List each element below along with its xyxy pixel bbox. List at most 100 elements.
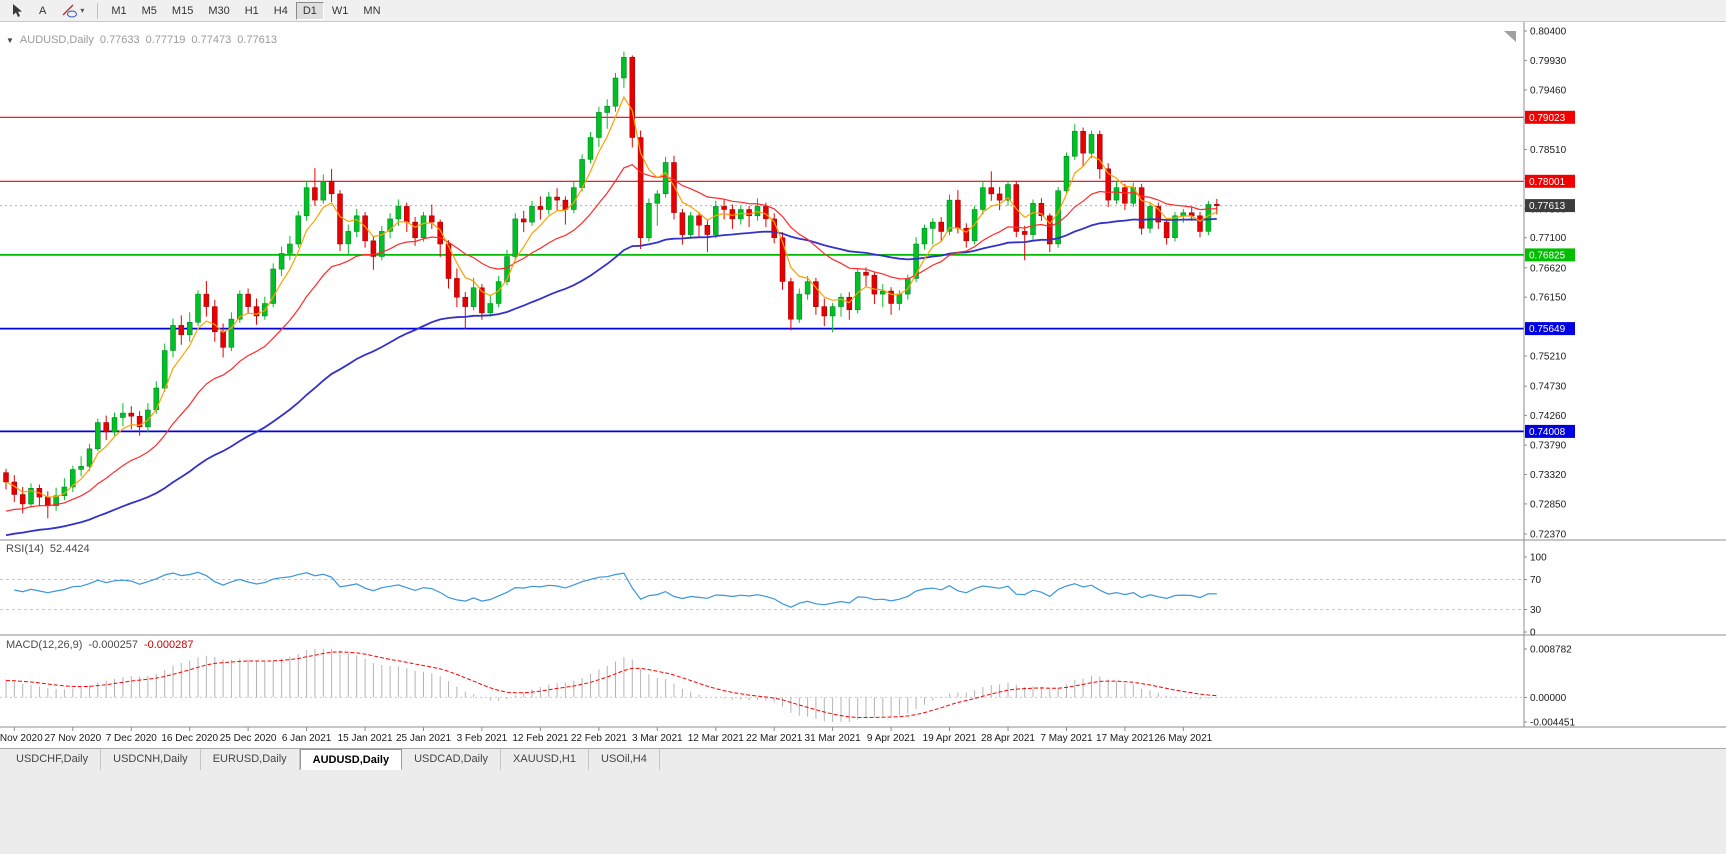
shapes-icon [62, 4, 78, 18]
svg-text:0.74008: 0.74008 [1529, 427, 1566, 438]
svg-text:7 Dec 2020: 7 Dec 2020 [106, 733, 158, 744]
svg-text:7 May 2021: 7 May 2021 [1040, 733, 1093, 744]
svg-text:70: 70 [1530, 575, 1542, 586]
top-toolbar: A ▾ M1 M5 M15 M30 H1 H4 D1 W1 MN [0, 0, 1726, 22]
svg-text:0: 0 [1530, 628, 1536, 639]
axis-price-tag: 0.79023 [1525, 110, 1575, 124]
cursor-icon [13, 4, 22, 17]
chart-tab-eurusd[interactable]: EURUSD,Daily [200, 749, 300, 770]
svg-text:31 Mar 2021: 31 Mar 2021 [805, 733, 862, 744]
svg-text:0.77100: 0.77100 [1530, 233, 1567, 244]
timeframe-button-m15[interactable]: M15 [165, 2, 200, 20]
timeframe-group: M1 M5 M15 M30 H1 H4 D1 W1 MN [104, 1, 387, 20]
svg-text:22 Mar 2021: 22 Mar 2021 [746, 733, 803, 744]
svg-text:0.77613: 0.77613 [1529, 201, 1566, 212]
svg-text:26 May 2021: 26 May 2021 [1154, 733, 1212, 744]
svg-text:0.75210: 0.75210 [1530, 352, 1567, 363]
timeframe-button-m5[interactable]: M5 [135, 2, 164, 20]
svg-text:0.76825: 0.76825 [1529, 250, 1566, 261]
svg-text:12 Feb 2021: 12 Feb 2021 [512, 733, 569, 744]
timeframe-button-m1[interactable]: M1 [104, 2, 133, 20]
toolbar-separator [97, 2, 99, 19]
rsi-pane: 100 70 30 0 [0, 553, 1547, 639]
axis-price-tag: 0.76825 [1525, 248, 1575, 262]
svg-text:0.78001: 0.78001 [1529, 177, 1566, 188]
moving-averages [5, 95, 1218, 537]
chart-tab-bar: USDCHF,Daily USDCNH,Daily EURUSD,Daily AUDU… [0, 748, 1726, 770]
svg-text:0.72370: 0.72370 [1530, 530, 1567, 541]
svg-text:0.76150: 0.76150 [1530, 293, 1567, 304]
timeframe-button-m30[interactable]: M30 [201, 2, 236, 20]
chart-tab-audusd[interactable]: AUDUSD,Daily [299, 749, 403, 770]
macd-name: MACD(12,26,9) [6, 639, 83, 651]
svg-text:9 Apr 2021: 9 Apr 2021 [867, 733, 916, 744]
axis-price-tag: 0.77613 [1525, 199, 1575, 213]
svg-text:17 May 2021: 17 May 2021 [1096, 733, 1154, 744]
svg-text:100: 100 [1530, 553, 1547, 564]
svg-text:15 Jan 2021: 15 Jan 2021 [338, 733, 393, 744]
svg-text:30: 30 [1530, 605, 1542, 616]
svg-text:25 Jan 2021: 25 Jan 2021 [396, 733, 451, 744]
svg-text:6 Jan 2021: 6 Jan 2021 [282, 733, 332, 744]
svg-text:0.73320: 0.73320 [1530, 470, 1567, 481]
svg-text:0.79930: 0.79930 [1530, 56, 1567, 67]
svg-text:12 Mar 2021: 12 Mar 2021 [688, 733, 745, 744]
axis-price-tag: 0.74008 [1525, 424, 1575, 438]
svg-text:0.79023: 0.79023 [1529, 113, 1566, 124]
svg-text:0.80400: 0.80400 [1530, 27, 1567, 38]
chart-tab-xauusd[interactable]: XAUUSD,H1 [501, 749, 589, 770]
timeframe-button-h4[interactable]: H4 [267, 2, 295, 20]
axis-price-tag: 0.78001 [1525, 174, 1575, 188]
price-axis[interactable]: 0.804000.799300.794600.789800.785100.780… [1524, 27, 1567, 541]
svg-text:0.76620: 0.76620 [1530, 263, 1567, 274]
svg-text:27 Nov 2020: 27 Nov 2020 [44, 733, 101, 744]
chart-window: 0.804000.799300.794600.789800.785100.780… [0, 22, 1726, 748]
chevron-down-icon: ▾ [80, 6, 85, 15]
chart-symbol-label: AUDUSD,Daily [19, 34, 94, 46]
chart-tab-usoil[interactable]: USOil,H4 [589, 749, 660, 770]
svg-text:0.75649: 0.75649 [1529, 324, 1566, 335]
chart-tab-usdchf[interactable]: USDCHF,Daily [4, 749, 102, 770]
macd-label: MACD(12,26,9) -0.000257 -0.000287 [6, 639, 194, 651]
ohlc-low: 0.77473 [191, 34, 232, 46]
svg-text:3 Mar 2021: 3 Mar 2021 [632, 733, 683, 744]
svg-text:3 Feb 2021: 3 Feb 2021 [457, 733, 508, 744]
svg-text:0.74260: 0.74260 [1530, 411, 1567, 422]
svg-text:22 Feb 2021: 22 Feb 2021 [571, 733, 628, 744]
candlestick-series [3, 51, 1220, 519]
svg-text:-0.004451: -0.004451 [1530, 718, 1575, 729]
svg-text:0.73790: 0.73790 [1530, 441, 1567, 452]
ohlc-high: 0.77719 [145, 34, 186, 46]
svg-text:25 Dec 2020: 25 Dec 2020 [220, 733, 277, 744]
ohlc-close: 0.77613 [237, 34, 277, 46]
svg-text:0.74730: 0.74730 [1530, 382, 1567, 393]
svg-text:16 Dec 2020: 16 Dec 2020 [161, 733, 218, 744]
rsi-value: 52.4424 [49, 543, 90, 555]
timeframe-button-w1[interactable]: W1 [325, 2, 356, 20]
price-chart[interactable]: 0.804000.799300.794600.789800.785100.780… [0, 22, 1726, 748]
horizontal-lines [0, 116, 1524, 433]
chart-title: ▼ AUDUSD,Daily 0.77633 0.77719 0.77473 0… [6, 34, 277, 46]
window-filler [0, 770, 1726, 854]
text-tool-button[interactable]: A [32, 2, 53, 20]
axis-price-tag: 0.75649 [1525, 322, 1575, 336]
svg-text:18 Nov 2020: 18 Nov 2020 [0, 733, 43, 744]
dropdown-icon[interactable]: ▼ [6, 35, 14, 45]
chart-shift-marker [1504, 31, 1516, 42]
timeframe-button-mn[interactable]: MN [356, 2, 387, 20]
chart-tab-usdcnh[interactable]: USDCNH,Daily [101, 749, 201, 770]
macd-main-value: -0.000257 [88, 639, 138, 651]
timeframe-button-d1[interactable]: D1 [295, 1, 324, 20]
svg-text:0.00000: 0.00000 [1530, 693, 1567, 704]
svg-text:19 Apr 2021: 19 Apr 2021 [923, 733, 977, 744]
cursor-tool-button[interactable] [3, 2, 31, 20]
shapes-tool-button[interactable]: ▾ [54, 2, 91, 20]
svg-text:28 Apr 2021: 28 Apr 2021 [981, 733, 1035, 744]
macd-signal-value: -0.000287 [143, 639, 194, 651]
macd-pane: 0.008782 0.00000 -0.004451 [0, 645, 1575, 729]
svg-text:0.008782: 0.008782 [1530, 645, 1572, 656]
chart-tab-usdcad[interactable]: USDCAD,Daily [402, 749, 502, 770]
timeframe-button-h1[interactable]: H1 [238, 2, 266, 20]
svg-text:0.72850: 0.72850 [1530, 499, 1567, 510]
